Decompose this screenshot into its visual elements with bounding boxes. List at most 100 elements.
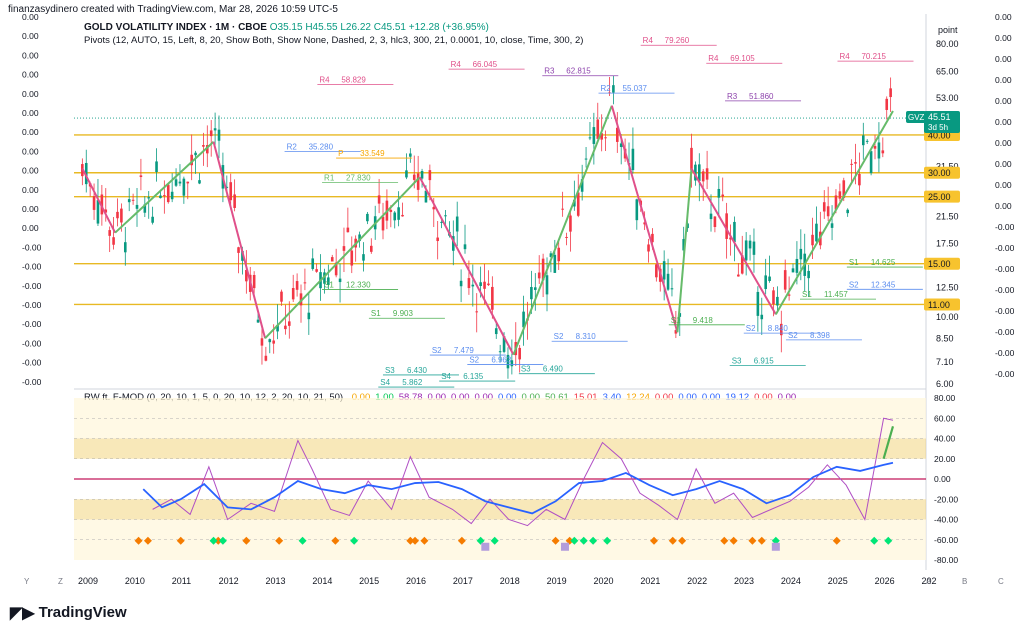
x-axis-tick: 202 — [921, 576, 936, 586]
x-axis-tick: 2009 — [78, 576, 98, 586]
candle-body — [561, 208, 564, 210]
candle-body — [260, 338, 264, 346]
indicator-value-8: 50.61 — [545, 392, 569, 403]
zigzag-segment — [212, 141, 267, 339]
indicator-value-7: 0.00 — [521, 392, 541, 403]
orange-diamond-marker — [720, 536, 729, 545]
right-axis-label: 0.00 — [995, 117, 1012, 127]
oscillator-tick: 60.00 — [934, 413, 956, 423]
candle-body — [256, 319, 260, 323]
candle-body — [721, 194, 725, 197]
candle-body — [533, 287, 537, 290]
left-axis-label: -0.00 — [22, 377, 42, 387]
candle-body — [772, 290, 775, 305]
candle-body — [635, 199, 639, 221]
orange-diamond-marker — [650, 536, 658, 545]
green-diamond-marker — [209, 536, 218, 545]
candle-body — [237, 247, 240, 253]
candle-body — [791, 268, 795, 273]
candle-body — [506, 354, 510, 369]
pivot-level-value: 35.280 — [309, 142, 334, 151]
pivot-level-name: S4 — [441, 372, 451, 381]
candle-body — [643, 222, 646, 225]
pivot-level-name: S2 — [432, 346, 442, 355]
indicator-value-3: 0.00 — [427, 392, 447, 403]
candle-body — [151, 216, 154, 223]
green-diamond-marker — [884, 536, 893, 545]
pivot-level-value: 27.830 — [346, 174, 371, 183]
candle-body — [834, 195, 838, 210]
candle-body — [358, 234, 361, 242]
right-axis-label: 0.00 — [995, 201, 1012, 211]
indicator-name: RW ft. F-MOD (0, 20, 10, 1, 5, 0, 20, 10… — [84, 392, 344, 403]
candle-body — [694, 164, 697, 181]
pivot-level-value: 79.260 — [665, 36, 690, 45]
symbol-tag-label: GVZ — [908, 113, 925, 122]
x-axis-tick: 2016 — [406, 576, 426, 586]
pivot-level-name: S3 — [385, 366, 395, 375]
candle-body — [881, 150, 885, 154]
candle-body — [155, 161, 158, 173]
horizontal-level-label: 40.00 — [928, 130, 951, 140]
candle-body — [854, 162, 857, 164]
candle-body — [284, 325, 287, 330]
pivot-level-value: 12.345 — [871, 280, 896, 289]
indicator-value-16: 0.00 — [754, 392, 773, 403]
oscillator-blue-line — [142, 461, 894, 515]
oscillator-zone — [74, 438, 926, 459]
right-axis-label: -0.00 — [995, 327, 1015, 337]
candle-body — [346, 227, 350, 233]
candle-body — [389, 209, 393, 213]
green-diamond-marker — [350, 536, 359, 545]
candle-body — [338, 278, 342, 283]
right-axis-label: 0.00 — [995, 159, 1012, 169]
candle-body — [858, 173, 861, 186]
candle-body — [600, 133, 603, 140]
candle-body — [268, 339, 272, 343]
candle-body — [846, 209, 849, 214]
candle-body — [190, 154, 193, 166]
candle-body — [584, 158, 588, 160]
candle-body — [163, 195, 166, 197]
pivot-level-name: R2 — [601, 84, 612, 93]
right-axis-label: 0.00 — [995, 180, 1012, 190]
candle-body — [381, 216, 385, 231]
candle-body — [662, 261, 666, 280]
pivot-level-name: R4 — [451, 60, 462, 69]
candle-body — [280, 291, 283, 302]
price-tick: 53.00 — [936, 93, 959, 103]
axis-a-button: A — [926, 577, 932, 586]
left-axis-label: 0.00 — [22, 127, 39, 137]
pivot-level-value: 51.860 — [749, 92, 774, 101]
candle-body — [690, 147, 693, 171]
price-tick: 17.50 — [936, 238, 959, 248]
x-axis-tick: 2014 — [312, 576, 332, 586]
candle-body — [592, 127, 596, 144]
oscillator-tick: -80.00 — [934, 555, 958, 565]
pivot-level-name: P — [338, 149, 343, 158]
zigzag-segment — [512, 105, 613, 356]
orange-diamond-marker — [457, 536, 466, 545]
left-axis-label: 0.00 — [22, 204, 39, 214]
pivot-level-value: 6.135 — [463, 372, 484, 381]
right-axis-label: -0.00 — [995, 306, 1015, 316]
candle-body — [272, 340, 275, 344]
candle-body — [440, 221, 443, 223]
orange-diamond-marker — [214, 536, 223, 545]
candle-body — [748, 240, 752, 249]
candle-body — [327, 277, 330, 285]
left-axis-label: -0.00 — [22, 358, 42, 368]
pivot-level-name: R1 — [324, 174, 335, 183]
candle-body — [713, 216, 717, 228]
candle-body — [444, 215, 447, 217]
candle-body — [522, 311, 525, 328]
price-tick: 12.50 — [936, 283, 959, 293]
candle-body — [120, 208, 123, 223]
orange-diamond-marker — [551, 536, 560, 545]
orange-diamond-marker — [275, 536, 284, 545]
candle-body — [744, 240, 748, 261]
candle-body — [491, 286, 494, 310]
pivot-level-value: 6.490 — [543, 365, 564, 374]
pivot-level-value: 14.625 — [871, 258, 896, 267]
